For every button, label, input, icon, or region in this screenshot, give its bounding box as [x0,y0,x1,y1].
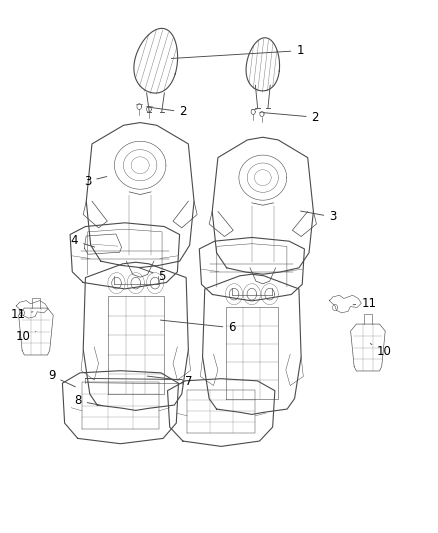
Text: 7: 7 [147,375,192,387]
Text: 6: 6 [160,320,236,334]
Text: 3: 3 [84,175,107,188]
Text: 5: 5 [138,268,166,282]
Text: 9: 9 [48,369,75,387]
Text: 10: 10 [370,344,392,358]
Text: 11: 11 [11,308,33,321]
Text: 2: 2 [264,111,319,124]
Text: 4: 4 [71,235,95,247]
Text: 10: 10 [15,330,36,343]
Text: 1: 1 [171,44,304,59]
Text: 8: 8 [74,394,102,407]
Text: 3: 3 [300,211,336,223]
Text: 2: 2 [147,106,187,118]
Text: 11: 11 [353,297,376,310]
